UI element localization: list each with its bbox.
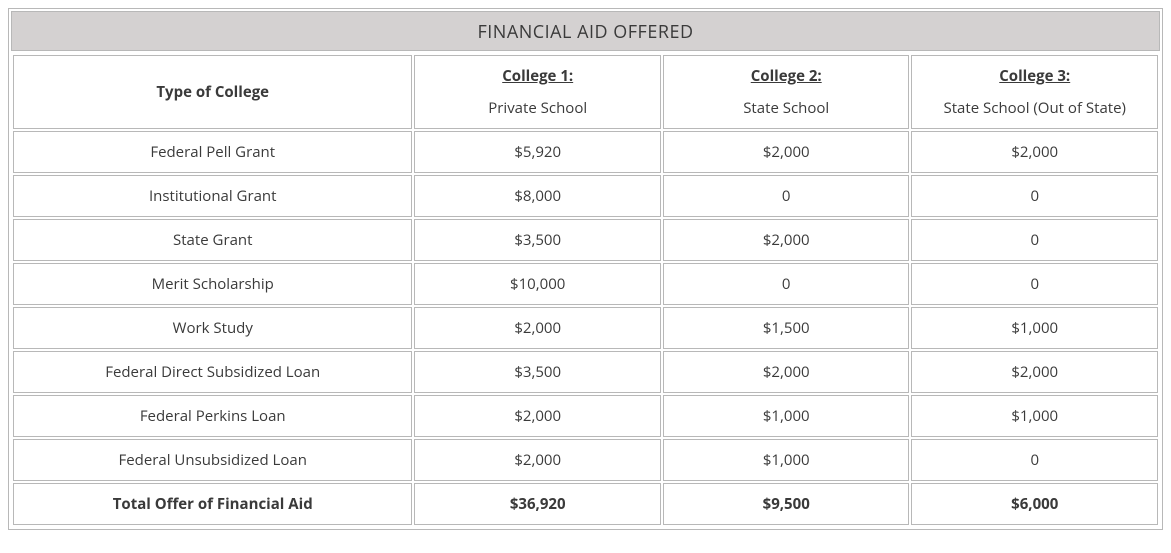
- cell-value: $1,000: [911, 395, 1158, 437]
- row-label: Institutional Grant: [13, 175, 412, 217]
- financial-aid-table-container: FINANCIAL AID OFFERED Type of College Co…: [8, 8, 1163, 530]
- total-value: $9,500: [663, 483, 910, 525]
- cell-value: 0: [911, 439, 1158, 481]
- cell-value: $8,000: [414, 175, 661, 217]
- cell-value: $2,000: [414, 307, 661, 349]
- header-college-3-sub: State School (Out of State): [918, 98, 1151, 118]
- table-row: Federal Direct Subsidized Loan $3,500 $2…: [13, 351, 1158, 393]
- header-college-2-label: College 2:: [751, 66, 822, 86]
- cell-value: 0: [911, 263, 1158, 305]
- total-label: Total Offer of Financial Aid: [13, 483, 412, 525]
- financial-aid-table: Type of College College 1: Private Schoo…: [11, 53, 1160, 527]
- cell-value: $1,000: [911, 307, 1158, 349]
- total-row: Total Offer of Financial Aid $36,920 $9,…: [13, 483, 1158, 525]
- cell-value: $1,000: [663, 395, 910, 437]
- table-row: Work Study $2,000 $1,500 $1,000: [13, 307, 1158, 349]
- table-row: Merit Scholarship $10,000 0 0: [13, 263, 1158, 305]
- table-title: FINANCIAL AID OFFERED: [11, 11, 1160, 51]
- row-label: Work Study: [13, 307, 412, 349]
- cell-value: $2,000: [663, 219, 910, 261]
- row-label: Federal Perkins Loan: [13, 395, 412, 437]
- row-label: Federal Direct Subsidized Loan: [13, 351, 412, 393]
- cell-value: $2,000: [414, 395, 661, 437]
- header-college-2: College 2: State School: [663, 55, 910, 129]
- cell-value: $3,500: [414, 219, 661, 261]
- table-body: Federal Pell Grant $5,920 $2,000 $2,000 …: [13, 131, 1158, 525]
- table-row: Federal Pell Grant $5,920 $2,000 $2,000: [13, 131, 1158, 173]
- table-row: Federal Perkins Loan $2,000 $1,000 $1,00…: [13, 395, 1158, 437]
- cell-value: $10,000: [414, 263, 661, 305]
- cell-value: 0: [911, 219, 1158, 261]
- header-college-1-label: College 1:: [502, 66, 573, 86]
- header-type-of-college: Type of College: [13, 55, 412, 129]
- cell-value: 0: [663, 175, 910, 217]
- cell-value: $5,920: [414, 131, 661, 173]
- row-label: Federal Pell Grant: [13, 131, 412, 173]
- header-college-1-sub: Private School: [421, 98, 654, 118]
- cell-value: $2,000: [911, 351, 1158, 393]
- header-row: Type of College College 1: Private Schoo…: [13, 55, 1158, 129]
- row-label: State Grant: [13, 219, 412, 261]
- total-value: $6,000: [911, 483, 1158, 525]
- table-row: State Grant $3,500 $2,000 0: [13, 219, 1158, 261]
- cell-value: 0: [911, 175, 1158, 217]
- cell-value: $1,500: [663, 307, 910, 349]
- cell-value: $2,000: [663, 351, 910, 393]
- header-college-2-sub: State School: [670, 98, 903, 118]
- table-row: Institutional Grant $8,000 0 0: [13, 175, 1158, 217]
- cell-value: $2,000: [414, 439, 661, 481]
- cell-value: $1,000: [663, 439, 910, 481]
- cell-value: $2,000: [663, 131, 910, 173]
- cell-value: 0: [663, 263, 910, 305]
- cell-value: $3,500: [414, 351, 661, 393]
- cell-value: $2,000: [911, 131, 1158, 173]
- header-college-3: College 3: State School (Out of State): [911, 55, 1158, 129]
- header-college-1: College 1: Private School: [414, 55, 661, 129]
- row-label: Federal Unsubsidized Loan: [13, 439, 412, 481]
- table-row: Federal Unsubsidized Loan $2,000 $1,000 …: [13, 439, 1158, 481]
- total-value: $36,920: [414, 483, 661, 525]
- row-label: Merit Scholarship: [13, 263, 412, 305]
- header-college-3-label: College 3:: [999, 66, 1070, 86]
